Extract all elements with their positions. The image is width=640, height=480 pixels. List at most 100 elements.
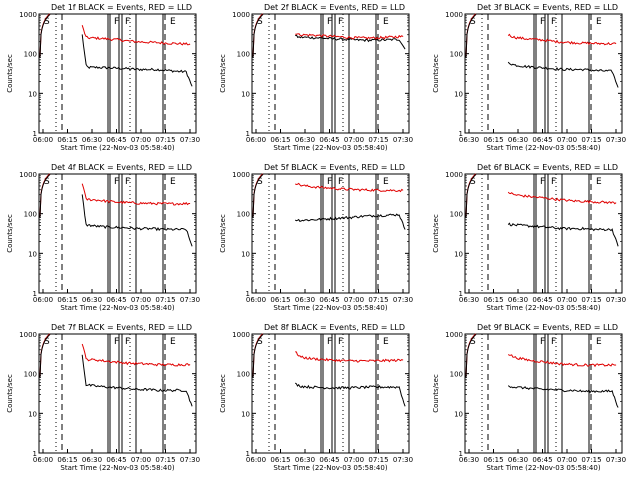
x-axis-label: Start Time (22-Nov-03 05:58:40) [486,144,600,152]
y-axis-label: Counts/sec [6,54,14,93]
plot-frame [38,13,197,134]
segment-marker-label: F [540,337,545,347]
x-tick-label: 06:45 [319,136,339,144]
x-tick-label: 06:45 [532,136,552,144]
x-tick-label: 07:30 [393,136,413,144]
x-tick-label: 06:30 [459,456,479,464]
segment-marker-label: F [551,17,556,27]
y-tick-label: 10 [454,90,463,98]
x-tick-label: 06:30 [459,296,479,304]
y-axis-label: Counts/sec [6,214,14,253]
x-tick-label: 07:30 [393,296,413,304]
events-rise-line [252,13,264,58]
lld-series-line [81,343,191,367]
x-tick-label: 06:30 [508,136,528,144]
x-tick-label: 06:45 [319,456,339,464]
x-tick-label: 06:30 [459,136,479,144]
y-tick-label: 100 [24,51,37,59]
x-tick-label: 06:00 [33,136,53,144]
x-tick-label: 06:15 [270,136,290,144]
x-axis-label: Start Time (22-Nov-03 05:58:40) [486,304,600,312]
x-tick-label: 06:30 [82,456,102,464]
panel-det-2f: Det 2f BLACK = Events, RED = LLD 1 10 100 10… [219,3,413,152]
x-tick-label: 07:15 [581,296,601,304]
y-tick-label: 1 [33,450,37,458]
y-tick-label: 1000 [232,171,250,179]
segment-marker-label: F [327,337,332,347]
segment-marker-label: S [44,17,50,27]
events-rise-line [465,173,477,218]
x-tick-label: 06:30 [508,296,528,304]
y-tick-label: 1 [33,290,37,298]
lld-series-line [507,33,617,46]
plot-frame [251,173,410,294]
panel-title: Det 6f BLACK = Events, RED = LLD [477,163,618,172]
x-tick-label: 06:15 [57,456,77,464]
x-tick-label: 07:30 [180,456,200,464]
events-series-line [295,34,406,50]
y-tick-label: 10 [28,250,37,258]
segment-marker-label: S [44,337,50,347]
panel-det-3f: Det 3f BLACK = Events, RED = LLD 1 10 100 10… [432,3,626,152]
lld-series-line [507,191,617,205]
x-tick-label: 06:30 [82,136,102,144]
y-axis-label: Counts/sec [219,214,227,253]
segment-marker-label: E [383,17,389,27]
y-axis-label: Counts/sec [432,214,440,253]
segment-marker-label: F [540,17,545,27]
events-series-line [294,382,406,407]
y-tick-label: 100 [450,371,463,379]
x-tick-label: 07:00 [557,296,577,304]
segment-marker-label: E [596,337,602,347]
y-tick-label: 100 [450,51,463,59]
x-axis-label: Start Time (22-Nov-03 05:58:40) [60,304,174,312]
segment-marker-label: S [470,17,476,27]
x-tick-label: 07:15 [368,296,388,304]
plot-frame [464,333,623,454]
segment-marker-label: F [125,17,130,27]
y-tick-label: 1 [459,130,463,138]
segment-marker-label: S [470,337,476,347]
segment-marker-label: E [596,177,602,187]
events-rise-line [465,13,477,58]
y-axis-label: Counts/sec [6,374,14,413]
x-axis-label: Start Time (22-Nov-03 05:58:40) [273,304,387,312]
lld-series-line [81,183,191,206]
segment-marker-label: F [114,337,119,347]
y-tick-label: 10 [241,410,250,418]
segment-marker-label: F [114,17,119,27]
x-tick-label: 07:15 [368,456,388,464]
y-tick-label: 1 [246,450,250,458]
lld-series-line [295,351,404,363]
segment-marker-label: F [551,177,556,187]
segment-marker-label: S [470,177,476,187]
segment-marker-label: F [338,177,343,187]
x-tick-label: 07:15 [155,296,175,304]
y-axis-label: Counts/sec [219,54,227,93]
events-series-line [81,354,193,407]
x-tick-label: 07:15 [368,136,388,144]
x-tick-label: 06:45 [532,296,552,304]
panel-title: Det 8f BLACK = Events, RED = LLD [264,323,405,332]
x-tick-label: 07:30 [180,296,200,304]
y-tick-label: 1000 [232,331,250,339]
panel-det-6f: Det 6f BLACK = Events, RED = LLD 1 10 100 10… [432,163,626,312]
y-tick-label: 100 [24,371,37,379]
y-tick-label: 10 [28,90,37,98]
segment-marker-label: E [170,177,176,187]
y-tick-label: 10 [28,410,37,418]
y-tick-label: 10 [454,250,463,258]
y-axis-label: Counts/sec [432,54,440,93]
x-tick-label: 06:30 [295,456,315,464]
y-tick-label: 100 [237,211,250,219]
segment-marker-label: F [327,177,332,187]
x-tick-label: 06:00 [246,296,266,304]
x-tick-label: 06:15 [270,296,290,304]
x-tick-label: 06:45 [106,456,126,464]
y-tick-label: 1000 [445,11,463,19]
y-tick-label: 1000 [232,11,250,19]
y-tick-label: 1000 [19,171,37,179]
segment-marker-label: S [257,17,263,27]
x-axis-label: Start Time (22-Nov-03 05:58:40) [273,144,387,152]
